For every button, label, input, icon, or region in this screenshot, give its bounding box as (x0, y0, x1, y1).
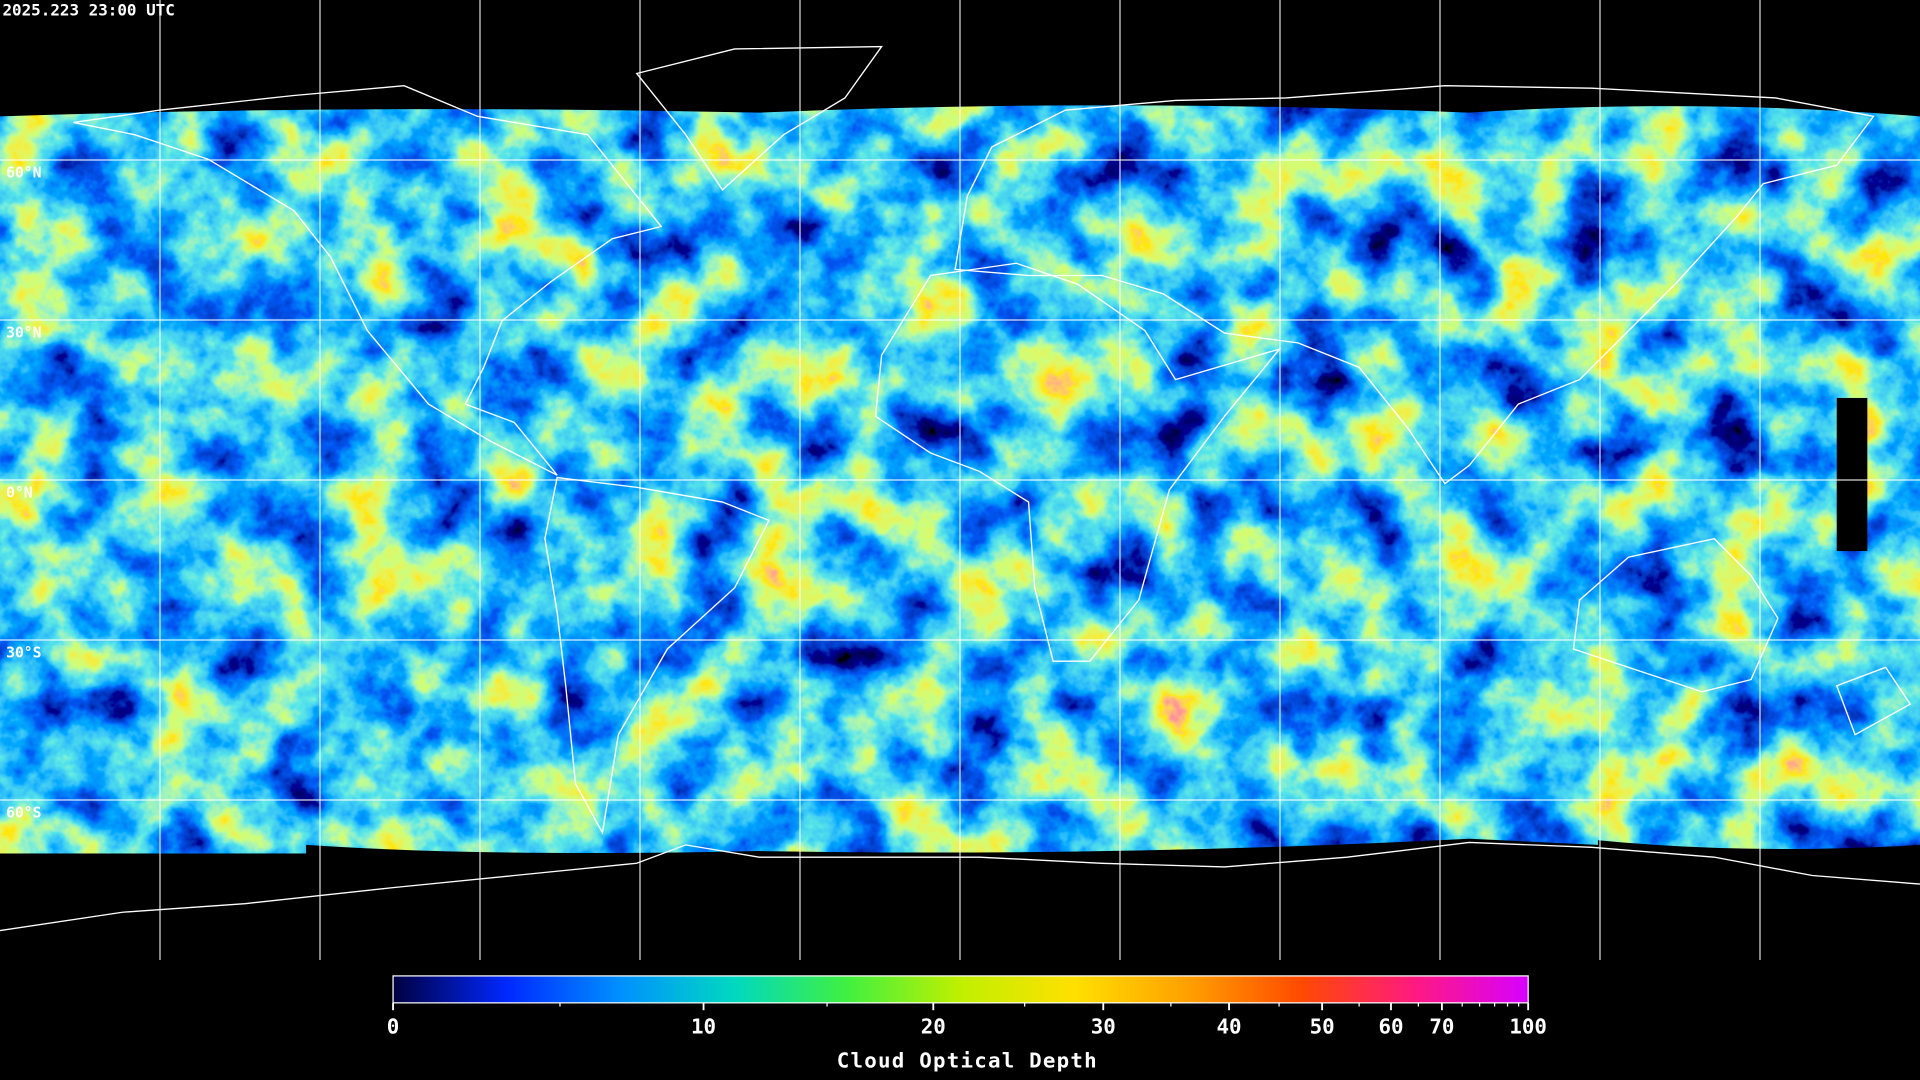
colorbar-tick-label: 60 (1378, 1014, 1403, 1038)
coastline (954, 85, 1875, 485)
colorbar-tick-label: 10 (691, 1014, 716, 1038)
colorbar-tick-label: 0 (387, 1014, 400, 1038)
coastline (1835, 666, 1912, 736)
coastline (544, 476, 770, 835)
colorbar: Cloud Optical Depth 0 10 20 30 40 50 60 70 100 (387, 975, 1547, 1073)
coastlines (0, 45, 1920, 932)
timestamp: 2025.223 23:00 UTC (2, 1, 174, 20)
lat-label: 60°S (6, 804, 41, 821)
missing-data (1836, 397, 1868, 552)
coastline (635, 45, 883, 191)
lat-label: 30°N (6, 324, 41, 341)
graticule: 60°N 30°N 0°N 30°S 60°S (0, 0, 1920, 960)
lat-label: 0°N (6, 484, 33, 501)
colorbar-tick-label: 40 (1217, 1014, 1242, 1038)
coastline (1572, 538, 1779, 693)
coastline (73, 85, 663, 476)
coastline (874, 262, 1282, 662)
lat-label: 30°S (6, 644, 41, 661)
colorbar-tick-label: 30 (1091, 1014, 1116, 1038)
colorbar-tick-label: 100 (1509, 1014, 1547, 1038)
colorbar-tick-label: 70 (1429, 1014, 1454, 1038)
colorbar-title: Cloud Optical Depth (837, 1049, 1098, 1073)
coastline (0, 841, 1920, 932)
colorbar-ramp (392, 975, 1529, 1004)
lat-label: 60°N (6, 164, 41, 181)
colorbar-tick-label: 20 (921, 1014, 946, 1038)
colorbar-tick-label: 50 (1310, 1014, 1335, 1038)
